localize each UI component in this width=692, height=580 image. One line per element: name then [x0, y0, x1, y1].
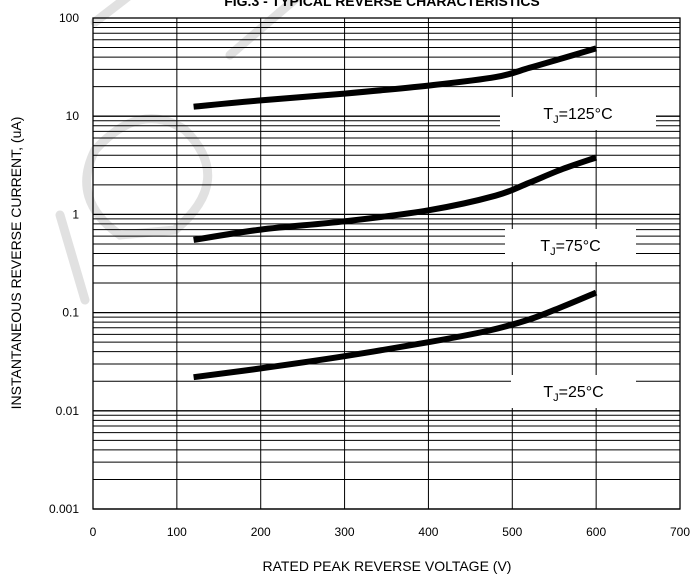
x-tick-label: 300	[335, 525, 355, 539]
x-tick-label: 100	[167, 525, 187, 539]
y-tick-label: 10	[66, 109, 80, 123]
watermark-strokes	[55, 0, 302, 305]
series-labels: TJ=125°C TJ=75°C TJ=25°C	[500, 97, 656, 408]
series-line-2	[193, 289, 598, 381]
series-label-box	[511, 375, 636, 408]
plot-frame	[92, 17, 681, 510]
y-tick-label: 0.1	[62, 306, 79, 320]
series-label: TJ=25°C	[543, 384, 603, 404]
chart-title: FIG.3 - TYPICAL REVERSE CHARACTERISTICS	[224, 0, 540, 9]
y-tick-label: 1	[72, 207, 79, 221]
x-tick-labels: 0 100 200 300 400 500 600 700	[90, 525, 691, 539]
y-tick-label: 100	[59, 11, 79, 25]
y-axis-title: INSTANTANEOUS REVERSE CURRENT, (uA)	[8, 117, 24, 410]
x-tick-label: 700	[670, 525, 690, 539]
x-tick-label: 0	[90, 525, 97, 539]
x-tick-label: 600	[586, 525, 606, 539]
x-tick-label: 400	[418, 525, 438, 539]
series-label: TJ=125°C	[543, 106, 612, 126]
y-tick-label: 0.001	[49, 502, 79, 516]
x-axis-title: RATED PEAK REVERSE VOLTAGE (V)	[263, 558, 512, 574]
series-label-box	[505, 229, 636, 262]
y-tick-labels: 0.001 0.01 0.1 1 10 100	[49, 11, 79, 516]
series-line-0	[193, 45, 597, 110]
x-tick-label: 200	[251, 525, 271, 539]
x-tick-label: 500	[502, 525, 522, 539]
y-tick-label: 0.01	[56, 404, 80, 418]
series-lines	[193, 45, 598, 381]
series-label: TJ=75°C	[540, 238, 600, 258]
series-line-1	[193, 154, 598, 243]
watermark-text	[55, 0, 302, 305]
series-label-box	[500, 97, 656, 130]
